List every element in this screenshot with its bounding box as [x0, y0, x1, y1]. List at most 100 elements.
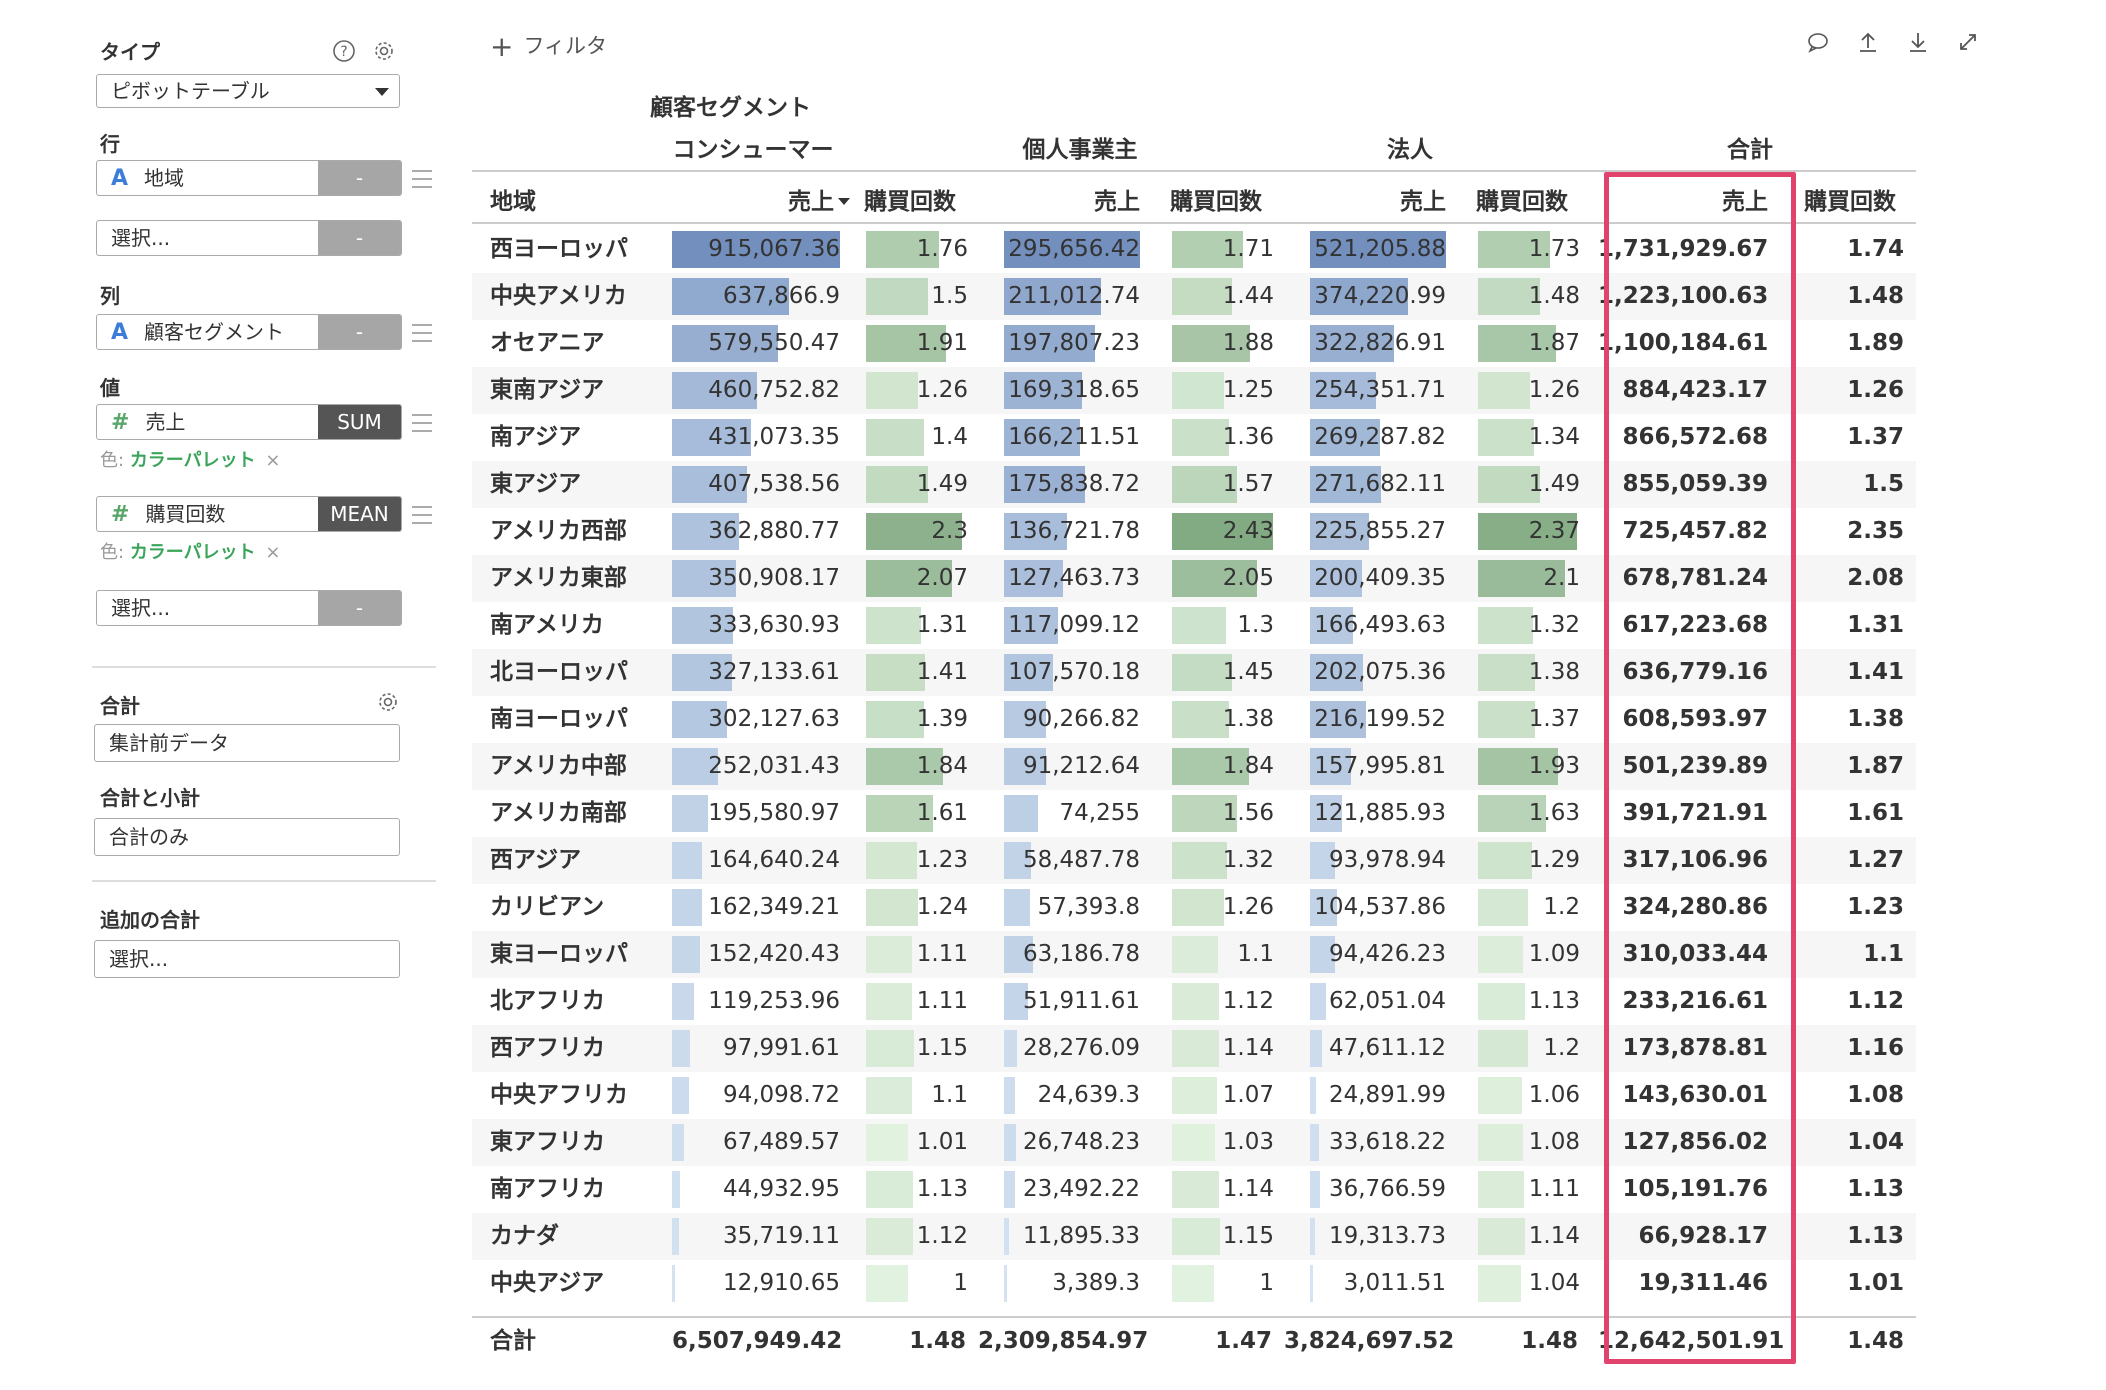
- purchase-value: 1.4: [931, 424, 968, 450]
- sales-bar: [1004, 231, 1140, 268]
- consumer-sales-cell: 94,098.72: [672, 1072, 840, 1119]
- sales-value: 57,393.8: [1037, 894, 1140, 920]
- region-label: 東南アジア: [490, 377, 605, 403]
- purchase-bar: [866, 278, 928, 315]
- value-field-agg[interactable]: SUM: [318, 405, 401, 439]
- individual-purchases-cell: 2.43: [1172, 508, 1274, 555]
- row-header: 地域: [490, 189, 536, 215]
- segment-header: 個人事業主: [1022, 137, 1138, 163]
- purchase-bar: [1478, 748, 1558, 785]
- drag-handle-icon[interactable]: [412, 414, 432, 432]
- sales-bar: [1310, 1030, 1322, 1067]
- rows-add-agg[interactable]: -: [318, 221, 401, 255]
- upload-icon[interactable]: [1854, 30, 1882, 58]
- sales-bar: [672, 372, 757, 409]
- total-purchases-header: 購買回数: [1804, 189, 1896, 215]
- sales-value: 322,826.91: [1314, 330, 1446, 356]
- drag-handle-icon[interactable]: [412, 506, 432, 524]
- purchases-header: 購買回数: [864, 189, 956, 215]
- individual-sales-cell: 127,463.73: [1004, 555, 1140, 602]
- sales-value: 121,885.93: [1314, 800, 1446, 826]
- corporate-sales-cell: 166,493.63: [1310, 602, 1446, 649]
- purchase-bar: [866, 466, 928, 503]
- close-icon[interactable]: ×: [265, 450, 281, 471]
- gear-icon[interactable]: [370, 37, 398, 65]
- region-label: 南アフリカ: [490, 1176, 605, 1202]
- individual-sales-cell: 74,255: [1004, 790, 1140, 837]
- purchase-value: 2.43: [1222, 518, 1274, 544]
- corporate-sales-cell: 94,426.23: [1310, 931, 1446, 978]
- sort-sales-header[interactable]: 売上: [700, 182, 850, 216]
- purchase-value: 1.36: [1222, 424, 1274, 450]
- purchase-value: 1.49: [1528, 471, 1580, 497]
- sales-bar: [1004, 1124, 1016, 1161]
- values-add-select[interactable]: 選択... -: [96, 590, 402, 626]
- cols-field-agg[interactable]: -: [318, 315, 401, 349]
- purchase-bar: [1478, 231, 1550, 268]
- row-total-sales: 173,878.81: [1622, 1035, 1768, 1061]
- sales-value: 44,932.95: [722, 1176, 840, 1202]
- gear-icon[interactable]: [374, 688, 402, 716]
- column-group-label: 顧客セグメント: [650, 95, 811, 121]
- subtotal-select[interactable]: 合計のみ: [94, 818, 400, 856]
- purchase-bar: [1172, 842, 1227, 879]
- region-label: 西アジア: [490, 847, 582, 873]
- purchase-bar: [1478, 466, 1540, 503]
- corporate-sales-cell: 322,826.91: [1310, 320, 1446, 367]
- value-field-sales[interactable]: # 売上 SUM: [96, 404, 402, 440]
- sales-bar: [672, 748, 718, 785]
- rows-field-agg[interactable]: -: [318, 161, 401, 195]
- drag-handle-icon[interactable]: [412, 324, 432, 342]
- sales-value: 26,748.23: [1022, 1129, 1140, 1155]
- row-total-sales: 391,721.91: [1622, 800, 1768, 826]
- value-field-purchases[interactable]: # 購買回数 MEAN: [96, 496, 402, 532]
- consumer-purchases-cell: 1.31: [866, 602, 968, 649]
- rows-field-region[interactable]: A 地域 -: [96, 160, 402, 196]
- total-source-select[interactable]: 集計前データ: [94, 724, 400, 762]
- subtotal-label: 合計と小計: [100, 786, 200, 810]
- download-icon[interactable]: [1904, 30, 1932, 58]
- purchase-value: 1.91: [916, 330, 968, 356]
- type-label: タイプ: [100, 40, 160, 64]
- extra-total-select[interactable]: 選択...: [94, 940, 400, 978]
- purchase-value: 1.14: [1222, 1176, 1274, 1202]
- purchase-value: 1.37: [1528, 706, 1580, 732]
- color-palette-link[interactable]: カラーパレット: [129, 450, 256, 471]
- sales-bar: [1004, 1077, 1015, 1114]
- sales-bar: [672, 466, 747, 503]
- add-filter-button[interactable]: + フィルタ: [490, 30, 607, 63]
- cols-field-segment[interactable]: A 顧客セグメント -: [96, 314, 402, 350]
- purchase-value: 1.93: [1528, 753, 1580, 779]
- values-add-agg[interactable]: -: [318, 591, 401, 625]
- help-circle-icon[interactable]: ?: [330, 37, 358, 65]
- sales-bar: [672, 1124, 684, 1161]
- row-total-sales: 19,311.46: [1638, 1270, 1769, 1296]
- purchase-value: 1.45: [1222, 659, 1274, 685]
- sales-value: 197,807.23: [1008, 330, 1140, 356]
- total-corporate-sales: 3,824,697.52: [1284, 1328, 1455, 1354]
- sales-value: 97,991.61: [722, 1035, 840, 1061]
- cols-field-name: 顧客セグメント: [144, 320, 285, 344]
- sales-bar: [1310, 1265, 1313, 1302]
- sales-header: 売上: [1094, 189, 1140, 215]
- divider: [92, 666, 436, 668]
- corporate-purchases-cell: 1.09: [1478, 931, 1580, 978]
- drag-handle-icon[interactable]: [412, 170, 432, 188]
- purchase-value: 1.11: [916, 941, 968, 967]
- individual-purchases-cell: 1.1: [1172, 931, 1274, 978]
- chart-type-select[interactable]: ピボットテーブル: [96, 74, 400, 108]
- purchase-value: 1.34: [1528, 424, 1580, 450]
- close-icon[interactable]: ×: [265, 542, 281, 563]
- value-field-agg[interactable]: MEAN: [318, 497, 401, 531]
- comment-icon[interactable]: [1804, 30, 1832, 58]
- region-label: 中央アジア: [490, 1270, 605, 1296]
- expand-icon[interactable]: [1954, 30, 1982, 58]
- consumer-purchases-cell: 1.01: [866, 1119, 968, 1166]
- purchase-bar: [866, 701, 924, 738]
- rows-add-select[interactable]: 選択... -: [96, 220, 402, 256]
- color-palette-link[interactable]: カラーパレット: [129, 542, 256, 563]
- purchase-bar: [1172, 278, 1232, 315]
- individual-sales-cell: 57,393.8: [1004, 884, 1140, 931]
- individual-purchases-cell: 1.84: [1172, 743, 1274, 790]
- sales-value: 24,891.99: [1328, 1082, 1446, 1108]
